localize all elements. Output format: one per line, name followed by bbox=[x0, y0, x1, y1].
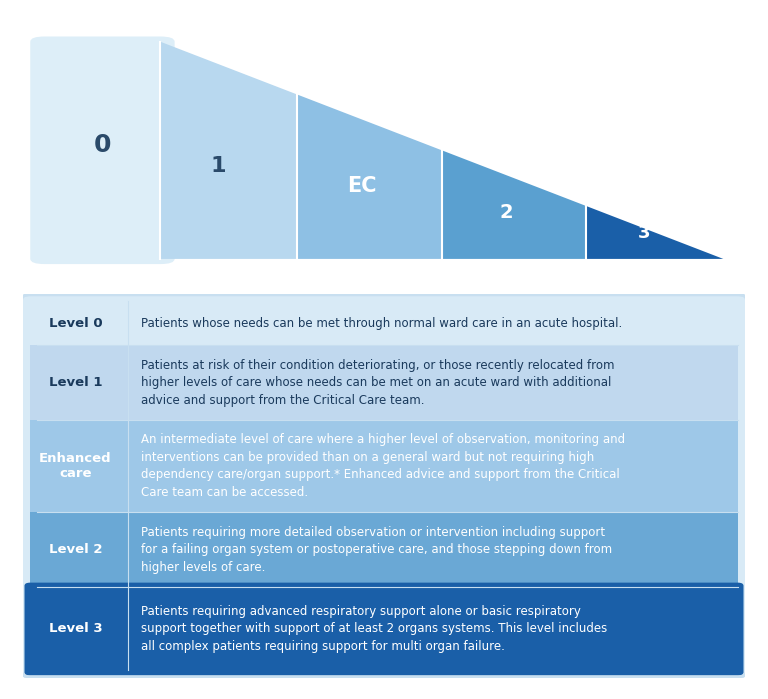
Polygon shape bbox=[297, 94, 442, 259]
FancyBboxPatch shape bbox=[25, 298, 743, 348]
FancyBboxPatch shape bbox=[30, 36, 174, 264]
Text: Level 3: Level 3 bbox=[48, 622, 102, 635]
Text: An intermediate level of care where a higher level of observation, monitoring an: An intermediate level of care where a hi… bbox=[141, 433, 625, 499]
Text: Level 2: Level 2 bbox=[48, 543, 102, 556]
Text: Patients whose needs can be met through normal ward care in an acute hospital.: Patients whose needs can be met through … bbox=[141, 317, 622, 330]
Text: Level 0: Level 0 bbox=[48, 317, 102, 330]
Text: 0: 0 bbox=[94, 133, 111, 157]
Text: Patients requiring advanced respiratory support alone or basic respiratory
suppo: Patients requiring advanced respiratory … bbox=[141, 605, 607, 653]
Text: 2: 2 bbox=[500, 203, 514, 222]
Text: EC: EC bbox=[348, 176, 377, 196]
FancyBboxPatch shape bbox=[22, 295, 746, 677]
Text: Patients requiring more detailed observation or intervention including support
f: Patients requiring more detailed observa… bbox=[141, 526, 612, 573]
Bar bbox=[30, 420, 738, 512]
Polygon shape bbox=[586, 206, 723, 259]
Polygon shape bbox=[161, 42, 297, 259]
Bar bbox=[30, 345, 738, 420]
Text: Level 1: Level 1 bbox=[48, 376, 102, 389]
Polygon shape bbox=[442, 150, 586, 259]
FancyBboxPatch shape bbox=[25, 583, 743, 675]
Bar bbox=[30, 512, 738, 587]
Text: 3: 3 bbox=[637, 224, 650, 242]
Text: Enhanced
care: Enhanced care bbox=[39, 452, 111, 480]
Text: Patients at risk of their condition deteriorating, or those recently relocated f: Patients at risk of their condition dete… bbox=[141, 359, 614, 407]
Text: 1: 1 bbox=[210, 156, 226, 176]
